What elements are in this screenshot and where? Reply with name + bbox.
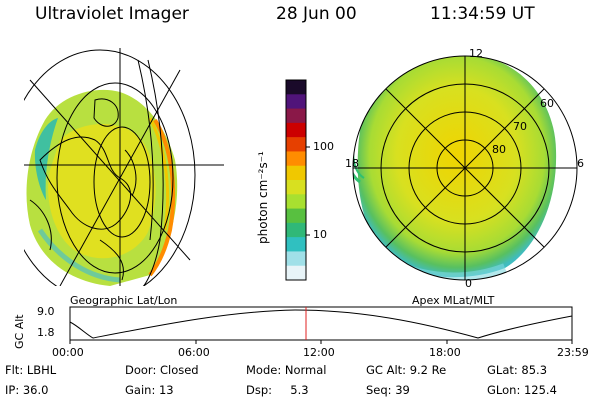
altitude-xtick-0600: 06:00 xyxy=(178,346,210,359)
altitude-ytick-9: 9.0 xyxy=(37,305,55,318)
polar-mlt-label-6: 6 xyxy=(577,157,584,170)
colorbar-cell xyxy=(286,80,306,95)
info-gain: Gain: 13 xyxy=(125,383,174,397)
info-seq: Seq: 39 xyxy=(366,383,410,397)
colorbar-cell xyxy=(286,94,306,110)
polar-mlt-label-0: 0 xyxy=(465,277,472,290)
colorbar-cell xyxy=(286,122,306,138)
info-glat: GLat: 85.3 xyxy=(487,363,548,377)
geographic-map xyxy=(24,48,224,286)
colorbar-cell xyxy=(286,251,306,267)
geographic-map-caption: Geographic Lat/Lon xyxy=(70,294,178,307)
altitude-xtick-1800: 18:00 xyxy=(429,346,461,359)
polar-lat-label-60: 60 xyxy=(540,97,554,110)
colorbar xyxy=(285,79,310,281)
info-dsp: Dsp: 5.3 xyxy=(246,383,309,397)
colorbar-cell xyxy=(286,180,306,195)
colorbar-cell xyxy=(286,108,306,124)
colorbar-cell xyxy=(286,208,306,224)
polar-map xyxy=(352,55,578,281)
altitude-ytick-1-8: 1.8 xyxy=(37,326,55,339)
polar-lat-label-80: 80 xyxy=(492,143,506,156)
date-label: 28 Jun 00 xyxy=(276,4,357,24)
colorbar-cell xyxy=(286,137,306,152)
colorbar-cell xyxy=(286,165,306,181)
altitude-xtick-1200: 12:00 xyxy=(303,346,335,359)
info-gc-alt: GC Alt: 9.2 Re xyxy=(366,363,447,377)
colorbar-tick-10: 10 xyxy=(313,228,327,241)
altitude-ylabel: GC Alt xyxy=(13,314,26,349)
colorbar-cell xyxy=(286,237,306,252)
altitude-xtick-0000: 00:00 xyxy=(52,346,84,359)
altitude-xtick-2359: 23:59 xyxy=(557,346,589,359)
colorbar-cell xyxy=(286,194,306,210)
colorbar-label: photon cm⁻²s⁻¹ xyxy=(256,151,270,244)
colorbar-cell xyxy=(286,222,306,238)
info-ip: IP: 36.0 xyxy=(5,383,49,397)
info-filter: Flt: LBHL xyxy=(5,363,57,377)
colorbar-cell xyxy=(286,265,306,281)
info-door: Door: Closed xyxy=(125,363,199,377)
colorbar-cell xyxy=(286,151,306,167)
polar-mlt-label-18: 18 xyxy=(345,157,359,170)
info-mode: Mode: Normal xyxy=(246,363,327,377)
info-glon: GLon: 125.4 xyxy=(487,383,557,397)
colorbar-tick-100: 100 xyxy=(313,140,334,153)
polar-mlt-label-12: 12 xyxy=(469,47,483,60)
instrument-title: Ultraviolet Imager xyxy=(35,4,189,24)
polar-lat-label-70: 70 xyxy=(513,120,527,133)
time-label: 11:34:59 UT xyxy=(430,4,535,24)
altitude-plot xyxy=(69,306,573,344)
polar-map-caption: Apex MLat/MLT xyxy=(412,294,495,307)
